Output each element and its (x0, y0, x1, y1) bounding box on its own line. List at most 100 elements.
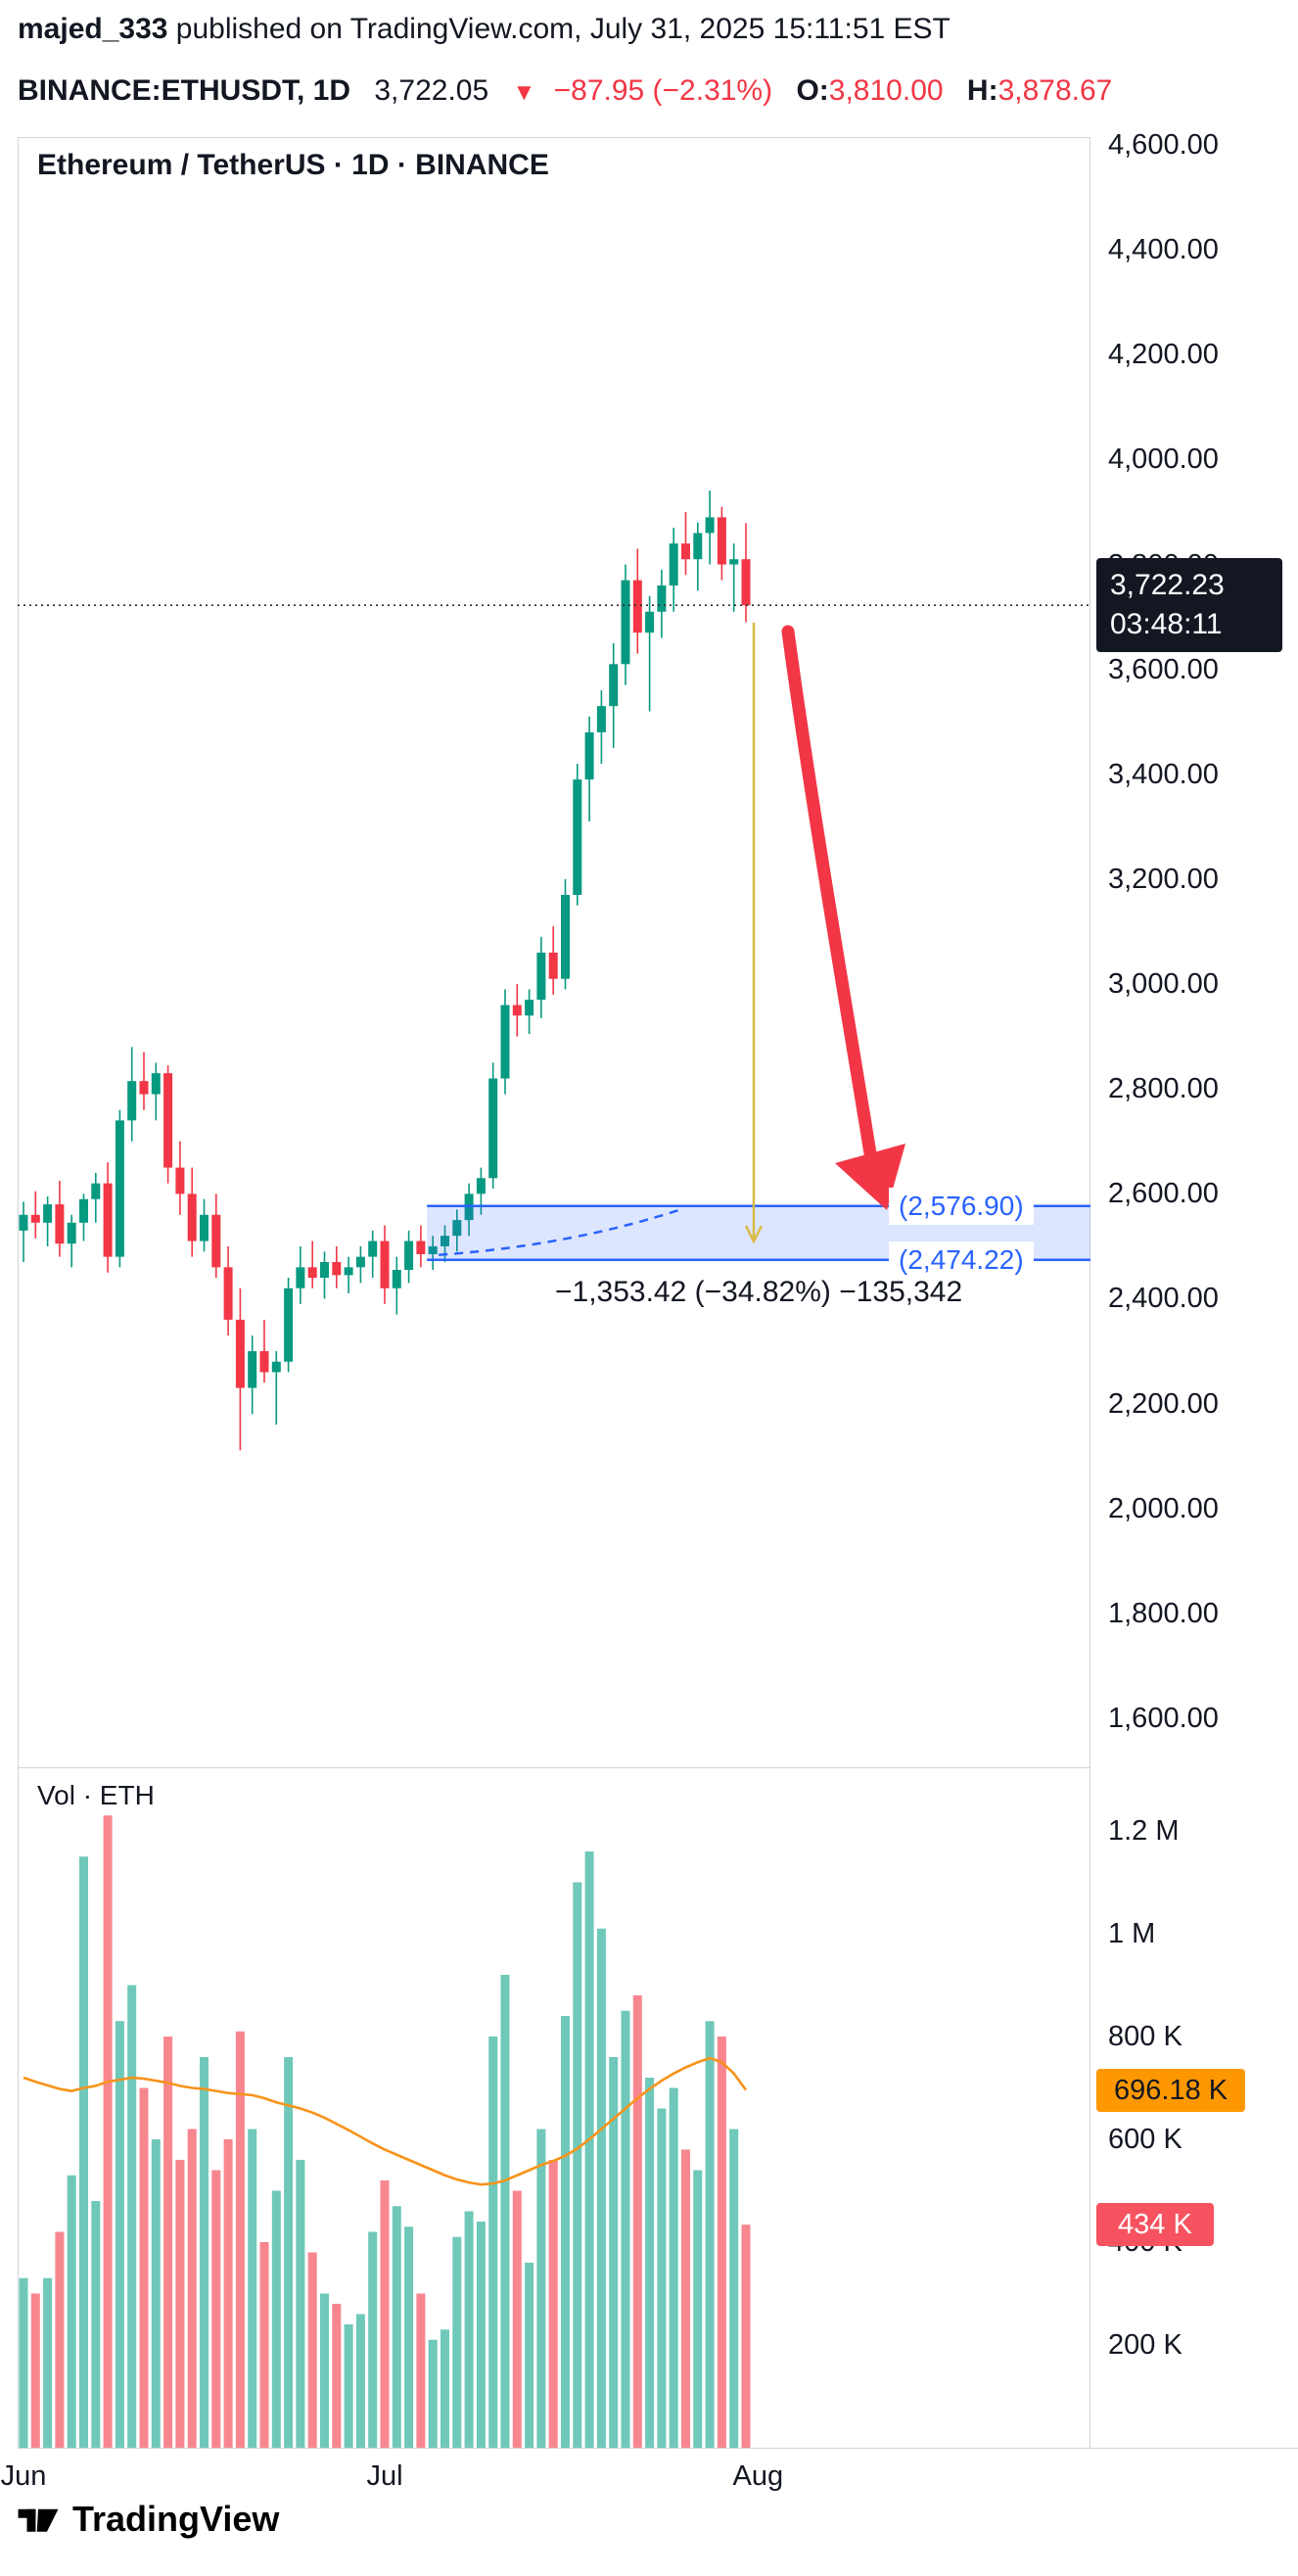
candle-body (248, 1351, 257, 1388)
author-name: majed_333 (18, 13, 168, 45)
volume-bar (536, 2129, 546, 2448)
price-tick: 4,600.00 (1108, 129, 1219, 161)
candle-body (211, 1214, 221, 1268)
time-scale[interactable] (18, 2449, 1090, 2502)
volume-bar (693, 2170, 703, 2448)
candle-body (103, 1183, 113, 1257)
candle-body (440, 1236, 449, 1246)
volume-bar (55, 2231, 65, 2448)
volume-bar (320, 2293, 329, 2448)
volume-indicator-title: Vol · ETH (37, 1780, 155, 1810)
price-tick: 2,600.00 (1108, 1178, 1219, 1210)
volume-bar (476, 2222, 486, 2448)
candle-body (525, 1000, 534, 1016)
high-label: H: (966, 74, 998, 107)
candle-body (548, 952, 558, 979)
candle-body (476, 1178, 486, 1194)
red-arrow-shaft[interactable] (781, 625, 877, 1160)
pane-separator[interactable] (18, 1767, 1090, 1768)
projection-bottom-price-label[interactable]: (2,474.22) (889, 1241, 1034, 1279)
candle-body (669, 543, 678, 585)
tradingview-logo-icon (18, 2508, 59, 2532)
candle-body (187, 1194, 197, 1241)
last-price-badge: 3,722.23 03:48:11 (1096, 558, 1282, 653)
candle-body (392, 1270, 401, 1288)
volume-bar (151, 2139, 161, 2448)
candle-body (452, 1220, 462, 1237)
volume-bar (235, 2031, 245, 2448)
volume-bar (548, 2160, 558, 2448)
candle-body (428, 1245, 438, 1254)
price-tick: 2,200.00 (1108, 1387, 1219, 1420)
volume-bar (561, 2016, 570, 2448)
chart-title-watermark: Ethereum / TetherUS · 1D · BINANCE (37, 149, 549, 181)
volume-bar (103, 1815, 113, 2448)
candle-body (561, 895, 570, 979)
candle-body (30, 1214, 40, 1223)
price-change: −87.95 (−2.31%) (553, 74, 773, 107)
open-value: O:3,810.00 (796, 74, 944, 107)
candle-body (621, 580, 630, 665)
price-tick: 3,200.00 (1108, 863, 1219, 895)
candle-body (55, 1204, 65, 1244)
volume-bar (30, 2293, 40, 2448)
symbol-name: BINANCE:ETHUSDT, 1D (18, 74, 351, 107)
footer: TradingView (16, 2497, 279, 2542)
candle-body (284, 1288, 294, 1362)
price-tick: 2,000.00 (1108, 1492, 1219, 1524)
candle-body (717, 517, 726, 565)
candle-body (79, 1198, 88, 1223)
candle-body (271, 1361, 281, 1373)
volume-bar (404, 2226, 414, 2448)
candle-body (91, 1183, 101, 1199)
candle-body (355, 1256, 365, 1268)
volume-tick: 200 K (1108, 2329, 1182, 2361)
price-tick: 1,600.00 (1108, 1703, 1219, 1734)
price-tick: 3,400.00 (1108, 758, 1219, 790)
chart-frame (18, 137, 1090, 2448)
candle-body (127, 1081, 137, 1121)
candle-body (536, 952, 546, 1001)
chart-canvas[interactable] (18, 137, 1090, 2448)
volume-bar (428, 2339, 438, 2448)
volume-bar (332, 2304, 342, 2448)
volume-bar (307, 2252, 317, 2448)
tradingview-wordmark: TradingView (72, 2499, 280, 2539)
time-tick: Aug (732, 2460, 784, 2492)
candle-body (729, 559, 739, 565)
candle-body (235, 1319, 245, 1388)
candle-body (200, 1214, 209, 1241)
candle-body (139, 1081, 149, 1095)
volume-bar (115, 2021, 124, 2448)
published-text: published on TradingView.com, July 31, 2… (167, 13, 950, 45)
projection-top-price-label[interactable]: (2,576.90) (889, 1187, 1034, 1225)
candle-body (223, 1267, 233, 1320)
candle-body (645, 611, 655, 633)
volume-bar (525, 2263, 534, 2448)
volume-bar (596, 1928, 606, 2448)
volume-bar (681, 2149, 690, 2448)
last-price-badge-value: 3,722.23 (1110, 569, 1225, 602)
volume-last-badge: 434 K (1096, 2203, 1214, 2247)
candle-body (296, 1267, 305, 1288)
candle-body (404, 1241, 414, 1271)
candle-body (332, 1261, 342, 1276)
volume-bar (163, 2037, 173, 2448)
volume-bar (584, 1851, 594, 2448)
candle-body (681, 543, 690, 560)
volume-bar (729, 2129, 739, 2448)
volume-bar (488, 2037, 498, 2448)
volume-bar (223, 2139, 233, 2448)
volume-bar (452, 2236, 462, 2448)
candle-body (67, 1222, 76, 1244)
price-tick: 2,400.00 (1108, 1283, 1219, 1315)
volume-bar (645, 2078, 655, 2448)
volume-bar (344, 2324, 353, 2448)
candle-body (693, 533, 703, 560)
guide-arrowhead-icon (744, 1225, 764, 1244)
volume-bar (211, 2170, 221, 2448)
volume-bar (440, 2329, 449, 2448)
volume-bar (705, 2021, 715, 2448)
symbol-quote-line: BINANCE:ETHUSDT, 1D 3,722.05 ▼ −87.95 (−… (18, 72, 1298, 112)
volume-bar (91, 2201, 101, 2448)
